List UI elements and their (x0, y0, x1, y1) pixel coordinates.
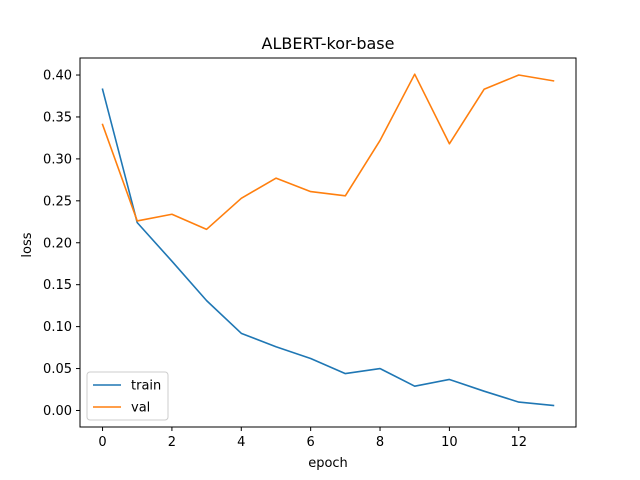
x-axis: 0 2 4 6 8 10 12 (98, 427, 527, 450)
series-line-val (101, 73, 555, 231)
y-tick-label: 0.00 (43, 404, 72, 419)
x-tick-label: 8 (376, 435, 384, 450)
x-axis-label: epoch (308, 456, 348, 471)
y-tick-label: 0.05 (43, 362, 72, 377)
y-tick-label: 0.10 (43, 320, 72, 335)
y-axis-label: loss (20, 232, 35, 257)
x-tick-label: 6 (307, 435, 315, 450)
x-tick-label: 4 (237, 435, 245, 450)
y-axis: 0.00 0.05 0.10 0.15 0.20 0.25 0.30 0.35 0.40 (43, 69, 80, 419)
y-tick-label: 0.30 (43, 152, 72, 167)
legend: train val (86, 371, 169, 421)
y-tick-label: 0.15 (43, 278, 72, 293)
y-tick-label: 0.25 (43, 194, 72, 209)
x-tick-label: 12 (510, 435, 527, 450)
y-tick-label: 0.40 (43, 69, 72, 84)
plot-area (101, 73, 555, 407)
series-layer (101, 73, 555, 407)
legend-box (86, 371, 169, 421)
series-line-train (101, 88, 555, 407)
x-tick-label: 2 (168, 435, 176, 450)
legend-label-val: val (131, 401, 150, 416)
x-tick-label: 0 (98, 435, 106, 450)
y-tick-label: 0.35 (43, 110, 72, 125)
legend-label-train: train (131, 379, 161, 394)
x-tick-label: 10 (441, 435, 458, 450)
chart-title: ALBERT-kor-base (262, 34, 395, 53)
y-tick-label: 0.20 (43, 236, 72, 251)
